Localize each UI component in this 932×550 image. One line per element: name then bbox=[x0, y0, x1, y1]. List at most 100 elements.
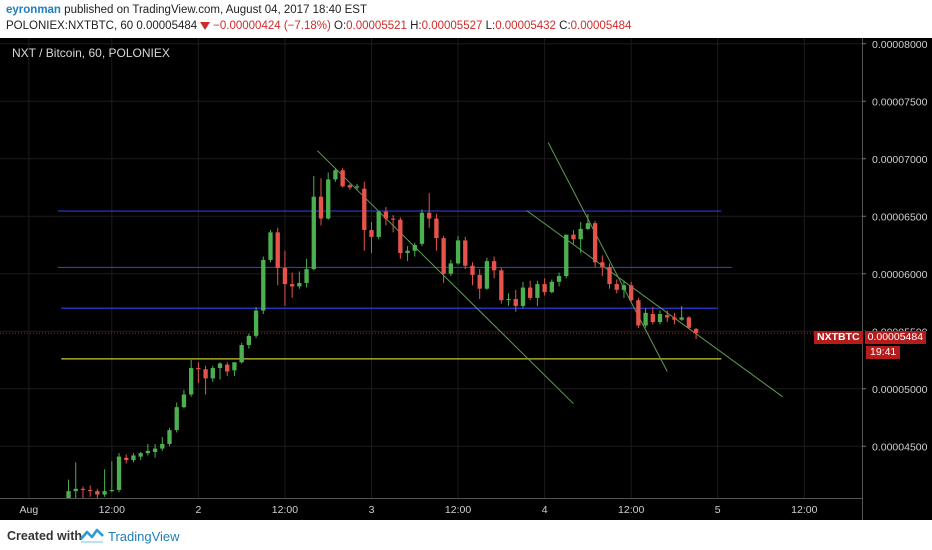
candle-body bbox=[621, 285, 627, 290]
y-tick-label: 0.00008000 bbox=[872, 39, 928, 51]
candle-body bbox=[491, 261, 497, 271]
candle-body bbox=[412, 245, 417, 251]
candle-body bbox=[196, 368, 201, 370]
candle-body bbox=[463, 240, 468, 266]
candle-body bbox=[152, 448, 158, 452]
low-value: 0.00005432 bbox=[495, 20, 556, 32]
footer: Created with TradingView bbox=[0, 520, 932, 550]
candle-body bbox=[174, 407, 179, 431]
chart-legend: NXT / Bitcoin, 60, POLONIEX bbox=[12, 46, 170, 60]
candle-body bbox=[131, 455, 136, 461]
y-tick-label: 0.00006500 bbox=[872, 211, 928, 223]
x-tick-label: 12:00 bbox=[99, 504, 125, 516]
candle-body bbox=[470, 265, 475, 275]
open-label: O: bbox=[334, 20, 347, 32]
candle-body bbox=[261, 259, 266, 311]
candle-body bbox=[217, 363, 223, 369]
candle-body bbox=[318, 196, 324, 219]
x-tick-label: 12:00 bbox=[618, 504, 644, 516]
candle-body bbox=[275, 232, 280, 268]
candle-body bbox=[427, 212, 432, 219]
candle-body bbox=[398, 219, 403, 254]
chart-area[interactable]: 0.00008000 0.00007500 0.00007000 0.00006500… bbox=[0, 38, 932, 520]
candle-body bbox=[333, 170, 338, 180]
candle-body bbox=[405, 250, 410, 254]
author-link[interactable]: eyronman bbox=[6, 4, 61, 16]
open-value: 0.00005521 bbox=[346, 20, 407, 32]
x-tick-label: 2 bbox=[195, 504, 201, 516]
candle-body bbox=[657, 314, 663, 323]
candle-body bbox=[95, 491, 100, 495]
bar-countdown: 19:41 bbox=[866, 346, 901, 359]
candle-body bbox=[535, 284, 540, 298]
candle-body bbox=[455, 240, 461, 264]
candle-body bbox=[686, 317, 692, 328]
symbol-label: POLONIEX:NXTBTC, 60 bbox=[6, 20, 134, 32]
candle-body bbox=[116, 456, 122, 490]
x-tick-label: 3 bbox=[369, 504, 375, 516]
high-value: 0.00005527 bbox=[421, 20, 483, 32]
candle-body bbox=[629, 285, 634, 301]
candle-body bbox=[600, 262, 605, 267]
candle-body bbox=[441, 238, 446, 274]
candle-body bbox=[650, 314, 655, 323]
candle-body bbox=[585, 223, 591, 229]
candle-body bbox=[225, 364, 230, 372]
candle-body bbox=[232, 362, 237, 371]
candle-body bbox=[556, 276, 562, 282]
candle-body bbox=[102, 491, 107, 495]
candle-body bbox=[528, 287, 533, 298]
candle-body bbox=[181, 394, 187, 408]
candle-body bbox=[138, 453, 143, 457]
x-tick-label: 12:00 bbox=[272, 504, 298, 516]
chart-header: eyronman published on TradingView.com, A… bbox=[0, 0, 932, 38]
y-tick-label: 0.00007500 bbox=[872, 96, 928, 108]
quote-line: POLONIEX:NXTBTC, 60 0.00005484 −0.0000042… bbox=[6, 20, 631, 32]
candle-body bbox=[693, 328, 699, 334]
tradingview-logo-icon[interactable] bbox=[80, 527, 104, 548]
candle-body bbox=[542, 284, 547, 293]
candlestick-chart[interactable]: 0.00008000 0.00007500 0.00007000 0.00006500… bbox=[0, 38, 932, 520]
candle-body bbox=[289, 284, 295, 287]
candle-body bbox=[643, 312, 648, 326]
down-arrow-icon bbox=[200, 22, 211, 30]
y-tick-label: 0.00006000 bbox=[872, 269, 928, 281]
close-label: C: bbox=[559, 20, 571, 32]
candle-body bbox=[362, 188, 367, 231]
candle-body bbox=[571, 234, 576, 240]
candle-body bbox=[434, 218, 439, 239]
trend-1-line bbox=[317, 150, 574, 405]
x-tick-label: Aug bbox=[20, 504, 39, 516]
candle-body bbox=[88, 489, 93, 492]
candle-body bbox=[109, 489, 114, 492]
price-tag-value: 0.00005484 bbox=[864, 331, 927, 344]
change-value: −0.00000424 (−7.18%) bbox=[213, 20, 331, 32]
candle-body bbox=[419, 212, 425, 244]
candle-body bbox=[614, 284, 619, 290]
trend-2-line bbox=[547, 142, 668, 372]
candle-body bbox=[239, 345, 244, 363]
tradingview-brand[interactable]: TradingView bbox=[108, 529, 180, 544]
candle-body bbox=[513, 299, 518, 306]
candle-body bbox=[383, 211, 389, 219]
low-label: L: bbox=[485, 20, 496, 32]
candle-body bbox=[282, 268, 288, 285]
candle-body bbox=[145, 450, 151, 454]
publish-info: eyronman published on TradingView.com, A… bbox=[6, 4, 367, 16]
x-tick-label: 4 bbox=[542, 504, 548, 516]
candle-body bbox=[636, 300, 641, 326]
candle-body bbox=[376, 211, 381, 237]
published-text: published on TradingView.com, August 04,… bbox=[64, 4, 368, 16]
y-tick-label: 0.00005000 bbox=[872, 384, 928, 396]
candle-body bbox=[210, 368, 215, 379]
candle-body bbox=[477, 274, 482, 289]
candle-body bbox=[297, 282, 302, 287]
candle-body bbox=[246, 335, 252, 346]
candle-body bbox=[340, 170, 345, 187]
candle-body bbox=[520, 287, 526, 306]
candle-body bbox=[564, 234, 569, 277]
candle-body bbox=[188, 368, 194, 395]
candle-body bbox=[499, 270, 504, 301]
y-tick-label: 0.00007000 bbox=[872, 154, 928, 166]
candle-body bbox=[607, 266, 612, 285]
